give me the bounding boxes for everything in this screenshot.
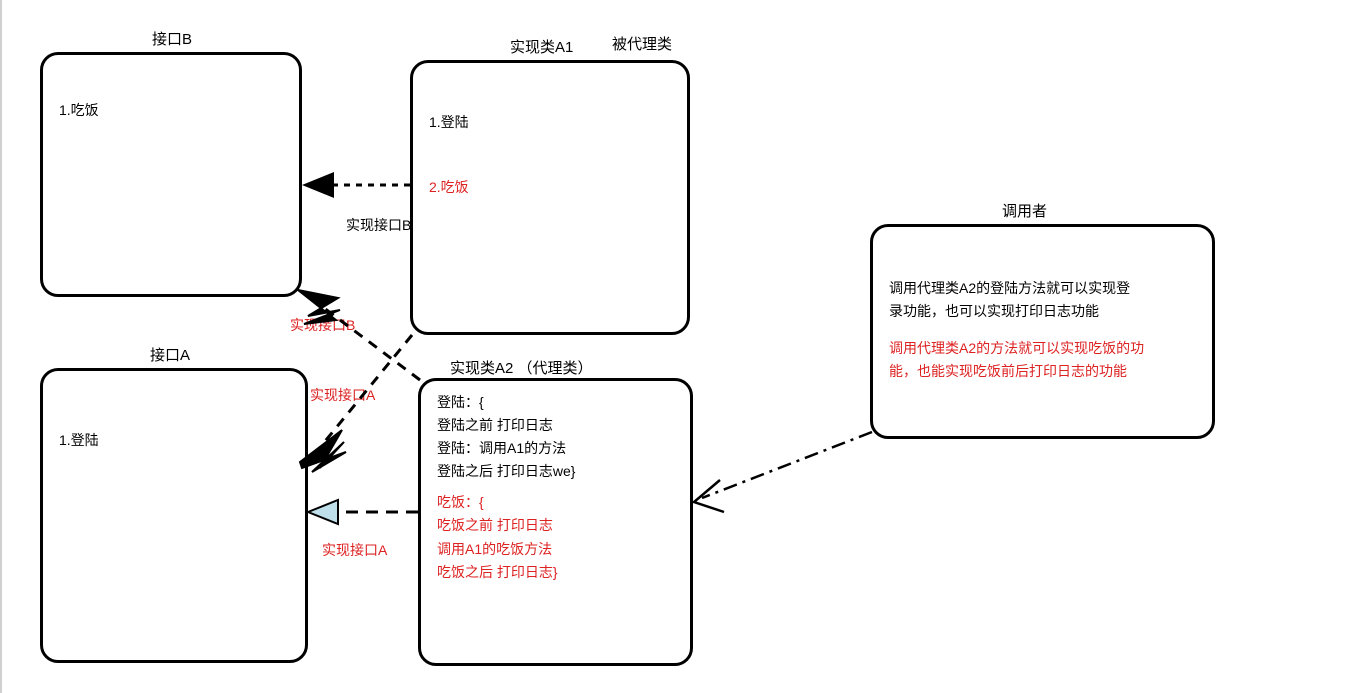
node-line: 录功能，也可以实现打印日志功能 [889, 300, 1196, 323]
edge-label-impl-a-cross: 实现接口A [310, 385, 375, 405]
edge-label-impl-a-lower: 实现接口A [322, 540, 387, 560]
node-line: 吃饭之前 打印日志 [437, 514, 674, 537]
node-line: 吃饭：{ [437, 491, 674, 514]
node-title-interface-a: 接口A [150, 344, 190, 365]
diagram-canvas: 接口B 1.吃饭 实现类A1 被代理类 1.登陆 2.吃饭 接口A 1.登陆 实… [0, 0, 1366, 693]
node-line: 能，也能实现吃饭前后打印日志的功能 [889, 360, 1196, 383]
node-line: 吃饭之后 打印日志} [437, 561, 674, 584]
node-line: 调用代理类A2的登陆方法就可以实现登 [889, 277, 1196, 300]
arrowhead-open-icon [308, 500, 338, 524]
node-impl-a2: 登陆：{ 登陆之前 打印日志 登陆：调用A1的方法 登陆之后 打印日志we} 吃… [418, 378, 693, 666]
node-title-impl-a2: 实现类A2 （代理类） [450, 357, 593, 378]
node-line: 1.登陆 [59, 429, 289, 452]
node-line: 调用代理类A2的方法就可以实现吃饭的功 [889, 337, 1196, 360]
node-impl-a1: 1.登陆 2.吃饭 [410, 60, 690, 335]
node-line: 1.登陆 [429, 111, 671, 134]
node-caller: 调用代理类A2的登陆方法就可以实现登 录功能，也可以实现打印日志功能 调用代理类… [870, 224, 1215, 439]
node-interface-b: 1.吃饭 [40, 52, 302, 297]
edge-label-impl-b-red: 实现接口B [290, 315, 355, 335]
node-line: 调用A1的吃饭方法 [437, 538, 674, 561]
node-title-caller: 调用者 [1002, 200, 1047, 221]
node-line: 登陆之后 打印日志we} [437, 460, 674, 483]
node-line: 1.吃饭 [59, 99, 283, 122]
node-line: 登陆：{ [437, 391, 674, 414]
node-line: 2.吃饭 [429, 176, 671, 199]
node-interface-a: 1.登陆 [40, 368, 308, 663]
node-line: 登陆之前 打印日志 [437, 414, 674, 437]
node-title-impl-a1-extra: 被代理类 [612, 33, 672, 54]
edge-label-impl-b-plain: 实现接口B [346, 215, 411, 235]
arrowhead-open-icon [694, 480, 724, 512]
node-title-interface-b: 接口B [152, 28, 192, 49]
node-title-impl-a1: 实现类A1 [510, 36, 573, 57]
node-line: 登陆：调用A1的方法 [437, 437, 674, 460]
edge-caller-to-a2 [702, 432, 872, 498]
arrowhead-icon [302, 172, 334, 198]
